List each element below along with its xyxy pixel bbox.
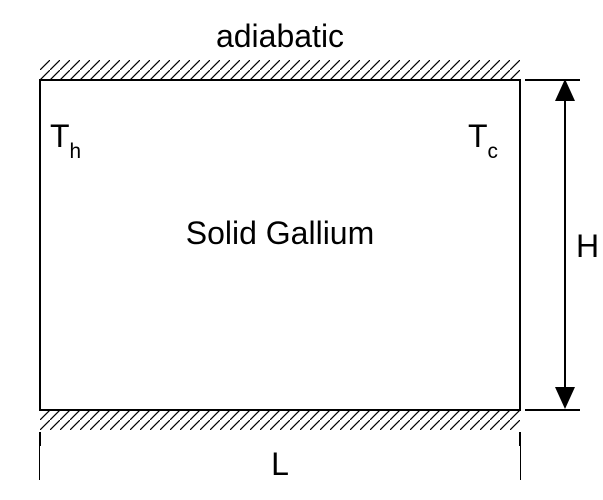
bottom-hatch xyxy=(40,410,520,430)
cold-temp-label: Tc xyxy=(468,118,498,160)
center-label: Solid Gallium xyxy=(40,215,520,252)
hot-temp-sub: h xyxy=(70,140,82,163)
dim-l-text: L xyxy=(261,446,299,482)
top-hatch xyxy=(40,60,520,80)
cold-temp-sub: c xyxy=(488,140,498,163)
cold-temp-base: T xyxy=(468,118,488,154)
dim-l-label: L xyxy=(40,446,520,483)
hot-temp-label: Th xyxy=(50,118,81,160)
hot-temp-base: T xyxy=(50,118,70,154)
dim-h-label: H xyxy=(576,228,599,265)
adiabatic-label: adiabatic xyxy=(0,18,560,55)
